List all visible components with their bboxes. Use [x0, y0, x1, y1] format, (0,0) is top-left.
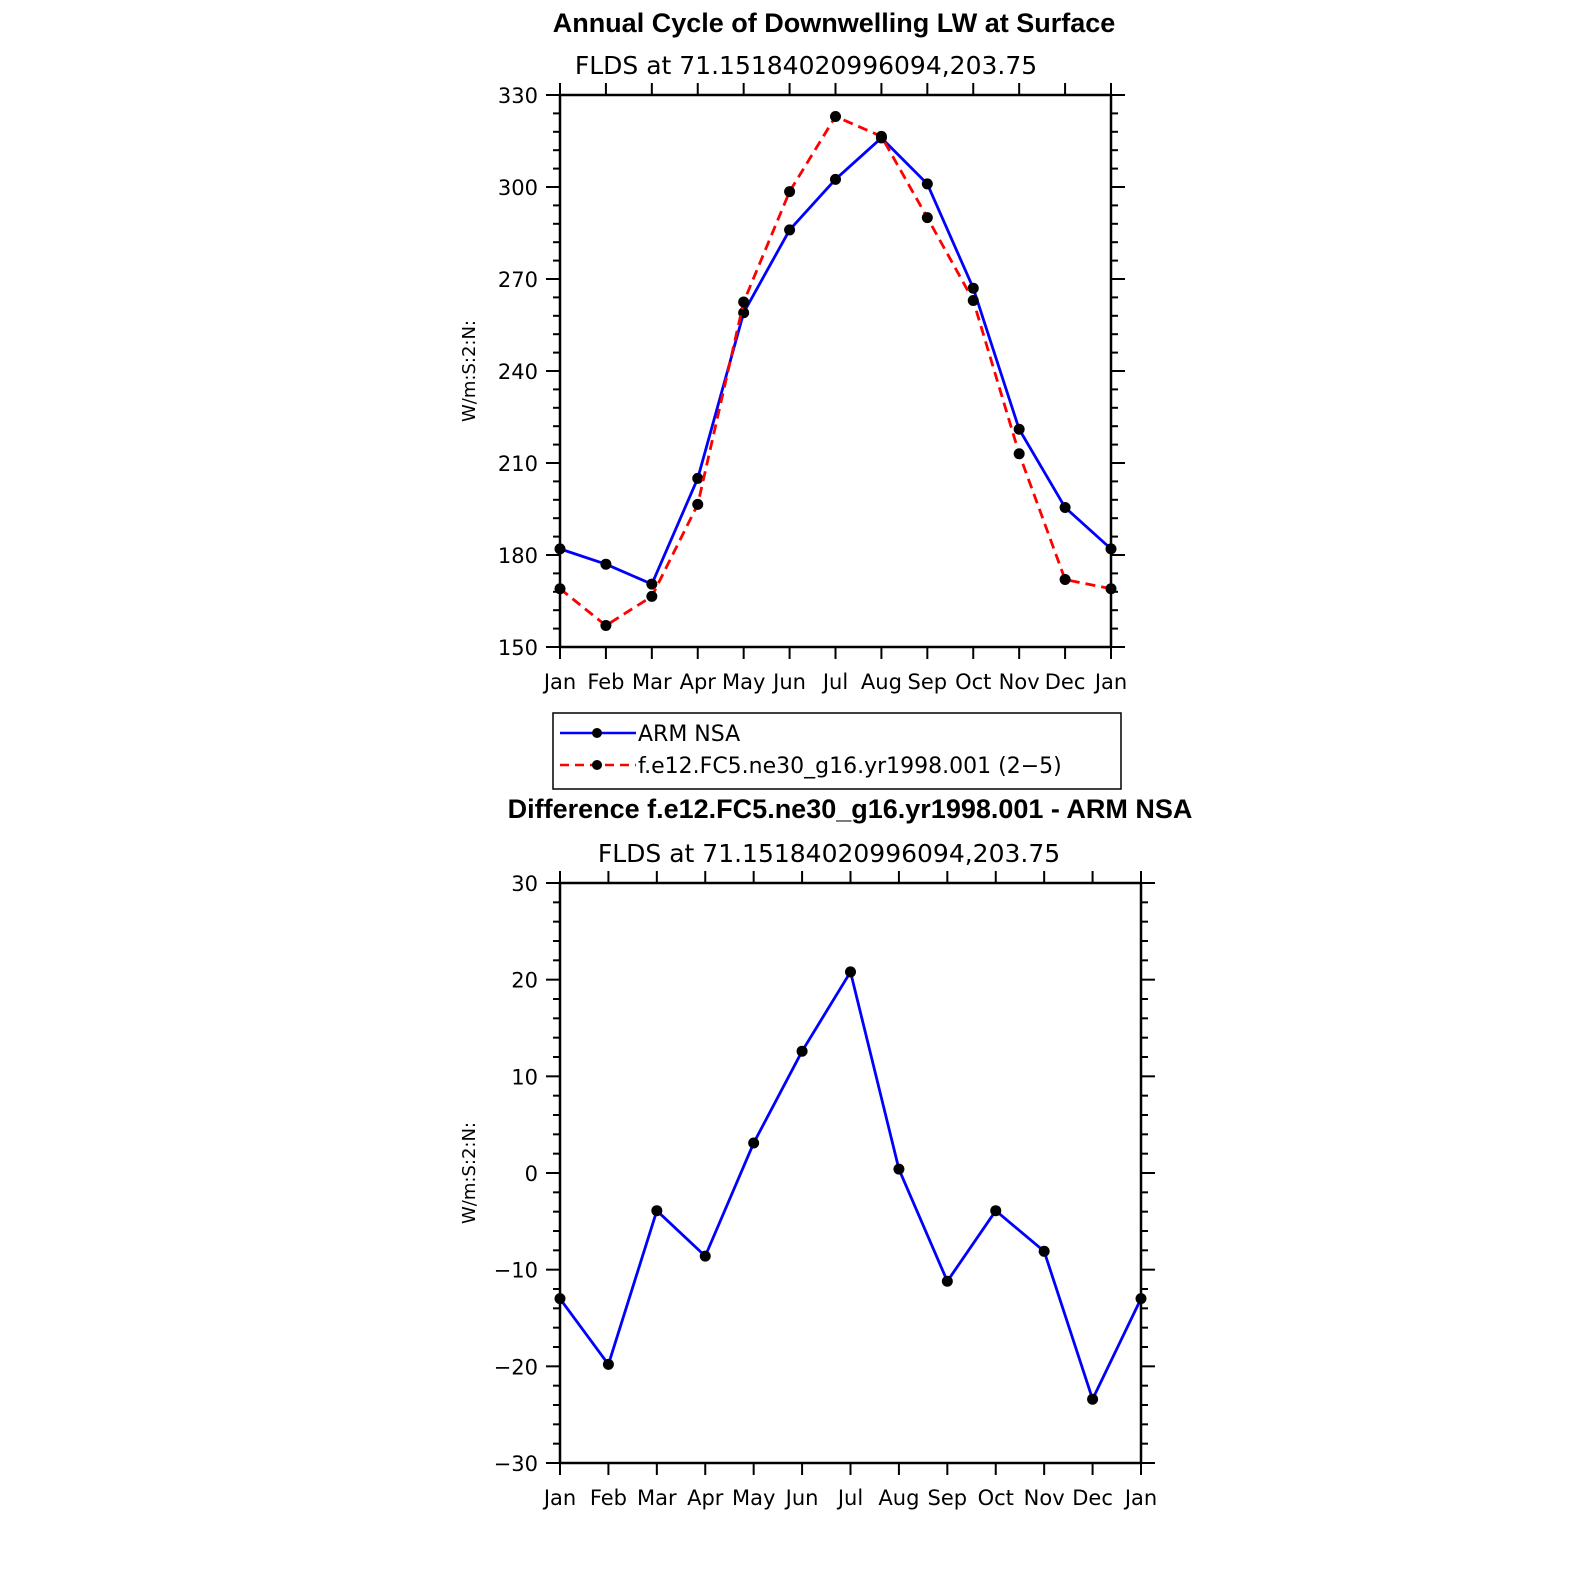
bottom-y-tick-label: 0 [525, 1162, 538, 1186]
bottom-series-0-point [796, 1045, 808, 1057]
bottom-series-0-point [893, 1163, 905, 1175]
bottom-x-tick-label: Nov [1024, 1486, 1065, 1510]
bottom-series-0-line [558, 970, 1143, 1401]
bottom-series-0-point [748, 1137, 760, 1149]
top-chart-subtitle: FLDS at 71.15184020996094,203.75 [575, 51, 1037, 80]
bottom-y-tick-label: −20 [494, 1355, 538, 1379]
bottom-y-tick-label: 30 [511, 872, 538, 896]
legend-arm-label: ARM NSA [638, 722, 740, 747]
top-x-tick-label: May [722, 670, 765, 694]
bottom-x-tick-label: Jan [1123, 1486, 1157, 1510]
top-y-tick-label: 150 [498, 636, 538, 660]
top-y-tick-label: 330 [498, 84, 538, 108]
bottom-y-tick-label: 20 [511, 969, 538, 993]
top-series-0-point [784, 224, 796, 236]
top-y-tick-label: 210 [498, 452, 538, 476]
bottom-x-tick-label: Feb [590, 1486, 627, 1510]
bottom-y-axis-label: W/m:S:2:N: [459, 1122, 480, 1224]
top-series-0-point [692, 472, 704, 484]
top-x-tick-label: Feb [587, 670, 624, 694]
top-series-1-point [921, 212, 933, 224]
bottom-chart: −30 −20 −10 0 10 20 30 Jan Feb Mar Apr May Jun Jul Aug… [459, 871, 1157, 1510]
bottom-series-0-point [554, 1293, 566, 1305]
legend-model-label: f.e12.FC5.ne30_g16.yr1998.001 (2−5) [638, 754, 1062, 779]
bottom-series-0-point [602, 1358, 614, 1370]
top-series-1-point [1105, 583, 1117, 595]
top-series-0-point [1105, 543, 1117, 555]
top-x-tick-label: Sep [908, 670, 948, 694]
bottom-x-tick-label: Mar [637, 1486, 677, 1510]
bottom-series-0-point [990, 1205, 1002, 1217]
legend: ARM NSA f.e12.FC5.ne30_g16.yr1998.001 (2… [552, 712, 1122, 790]
bottom-x-tick-label: Oct [978, 1486, 1014, 1510]
legend-box [552, 712, 1122, 790]
top-x-tick-label: Jan [542, 670, 576, 694]
legend-arm-marker [592, 728, 602, 738]
bottom-x-tick-label: Apr [687, 1486, 724, 1510]
top-series-1-point [1059, 574, 1071, 586]
bottom-y-tick-label: 10 [511, 1065, 538, 1089]
bottom-x-tick-label: Jun [784, 1486, 819, 1510]
top-y-tick-label: 180 [498, 544, 538, 568]
bottom-x-tick-label: Aug [878, 1486, 919, 1510]
bottom-series-0-point [845, 966, 856, 978]
bottom-series-0-point [651, 1205, 663, 1217]
top-series-1-point [692, 498, 704, 510]
top-x-tick-label: Mar [632, 670, 672, 694]
top-x-tick-label: Apr [680, 670, 717, 694]
top-series-1-point [784, 186, 796, 198]
bottom-series-0-point [941, 1275, 953, 1287]
top-series-1-point [1013, 448, 1025, 460]
bottom-series-0-point [1087, 1393, 1099, 1405]
bottom-series-0-point [1038, 1245, 1050, 1257]
top-y-tick-label: 240 [498, 360, 538, 384]
bottom-x-tick-label: Jan [542, 1486, 576, 1510]
top-x-tick-label: Aug [861, 670, 902, 694]
top-series-0-point [830, 173, 841, 185]
top-series-0-point [1059, 501, 1071, 513]
top-x-tick-label: Dec [1045, 670, 1086, 694]
top-series-0-point [1013, 423, 1025, 435]
top-x-tick-label: Oct [955, 670, 991, 694]
top-y-tick-label: 270 [498, 268, 538, 292]
top-series-0-line [559, 136, 1112, 586]
top-series-1-point [646, 590, 658, 602]
bottom-y-tick-label: −10 [494, 1259, 538, 1283]
bottom-y-tick-label: −30 [494, 1452, 538, 1476]
bottom-x-tick-label: Jul [836, 1486, 863, 1510]
top-series-1-point [738, 296, 750, 308]
top-series-1-point [830, 110, 841, 122]
top-series-1-line [559, 115, 1112, 627]
top-series-0-point [921, 178, 933, 190]
top-series-0-point [600, 558, 612, 570]
legend-model-marker [592, 760, 602, 770]
top-x-tick-label: Jun [771, 670, 806, 694]
bottom-chart-subtitle: FLDS at 71.15184020996094,203.75 [598, 839, 1060, 868]
top-series-0-point [967, 282, 979, 294]
top-y-axis-label: W/m:S:2:N: [459, 320, 480, 422]
top-y-tick-label: 300 [498, 176, 538, 200]
top-series-0-point [646, 578, 658, 590]
bottom-series-0-point [699, 1250, 711, 1262]
top-chart-title: Annual Cycle of Downwelling LW at Surfac… [553, 8, 1116, 38]
bottom-chart-title: Difference f.e12.FC5.ne30_g16.yr1998.001… [508, 794, 1193, 824]
top-series-1-point [600, 620, 612, 632]
bottom-x-tick-label: Sep [928, 1486, 968, 1510]
top-x-tick-label: Jul [821, 670, 848, 694]
top-series-1-point [875, 130, 887, 142]
bottom-x-tick-label: Dec [1072, 1486, 1113, 1510]
top-series-1-point [967, 294, 979, 306]
top-chart: 150 180 210 240 270 300 330 Jan Feb Mar Apr May Jun J… [459, 83, 1127, 694]
bottom-x-tick-label: May [732, 1486, 775, 1510]
top-series-1-point [554, 583, 566, 595]
top-x-tick-label: Nov [999, 670, 1040, 694]
bottom-series-0-point [1135, 1293, 1147, 1305]
top-series-0-point [554, 543, 566, 555]
top-x-tick-label: Jan [1093, 670, 1127, 694]
